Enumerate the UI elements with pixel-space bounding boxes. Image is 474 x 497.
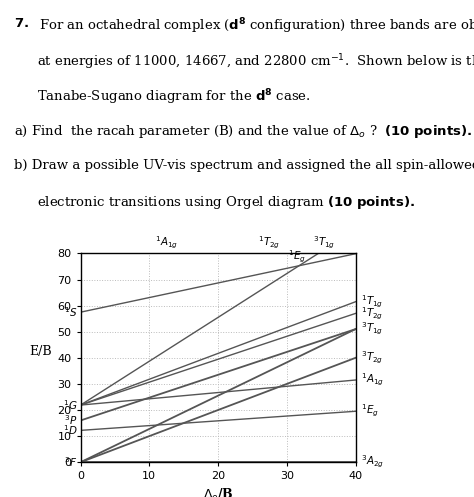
Text: at energies of 11000, 14667, and 22800 cm$^{-1}$.  Shown below is the: at energies of 11000, 14667, and 22800 c…	[37, 52, 474, 72]
Text: $^1T_{2g}$: $^1T_{2g}$	[258, 235, 281, 251]
Text: $^1T_{1g}$: $^1T_{1g}$	[361, 294, 383, 310]
Text: electronic transitions using Orgel diagram $\mathbf{(10\ points).}$: electronic transitions using Orgel diagr…	[37, 194, 415, 211]
Text: $^1A_{1g}$: $^1A_{1g}$	[155, 235, 178, 251]
Text: $^1A_{1g}$: $^1A_{1g}$	[361, 372, 384, 388]
Text: $^1S$: $^1S$	[64, 305, 77, 319]
Text: $^3T_{1g}$: $^3T_{1g}$	[361, 321, 383, 337]
Text: Tanabe-Sugano diagram for the $\mathbf{d^8}$ case.: Tanabe-Sugano diagram for the $\mathbf{d…	[37, 87, 310, 107]
Text: $^1G$: $^1G$	[63, 398, 77, 412]
Text: $^1D$: $^1D$	[63, 423, 77, 437]
Text: For an octahedral complex ($\mathbf{d^8}$ configuration) three bands are observe: For an octahedral complex ($\mathbf{d^8}…	[39, 17, 474, 36]
Text: $^3P$: $^3P$	[64, 414, 77, 427]
X-axis label: $\Delta_o$/B: $\Delta_o$/B	[202, 487, 234, 497]
Text: $^3F$: $^3F$	[64, 455, 77, 469]
Y-axis label: E/B: E/B	[29, 345, 52, 358]
Text: $^3T_{2g}$: $^3T_{2g}$	[361, 350, 383, 366]
Text: $^1T_{2g}$: $^1T_{2g}$	[361, 305, 383, 322]
Text: $^3A_{2g}$: $^3A_{2g}$	[361, 454, 384, 470]
Text: a) Find  the racah parameter (B) and the value of $\Delta_o$ ?  $\mathbf{(10\ po: a) Find the racah parameter (B) and the …	[14, 123, 472, 140]
Text: $\mathbf{7.}$: $\mathbf{7.}$	[14, 17, 29, 30]
Text: b) Draw a possible UV-vis spectrum and assigned the all spin-allowed: b) Draw a possible UV-vis spectrum and a…	[14, 159, 474, 171]
Text: $^1E_g$: $^1E_g$	[288, 249, 306, 265]
Text: $^1E_g$: $^1E_g$	[361, 403, 379, 419]
Text: $^3T_{1g}$: $^3T_{1g}$	[313, 235, 336, 251]
